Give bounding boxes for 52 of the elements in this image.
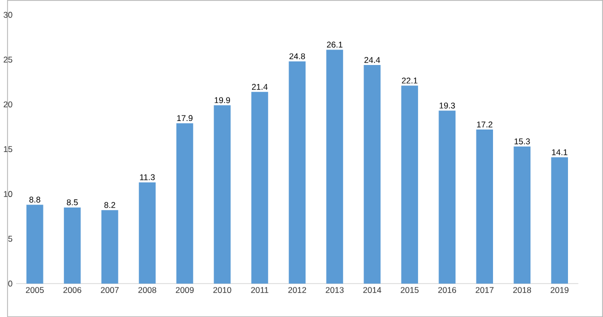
x-tick-label: 2016: [438, 286, 456, 293]
x-tick-label: 2009: [176, 286, 194, 293]
bar: [476, 129, 494, 284]
bar: [251, 92, 268, 284]
x-tick-label: 2019: [550, 286, 568, 293]
x-tick-label: 2014: [363, 286, 382, 293]
bar: [26, 204, 44, 284]
x-tick-label: 2007: [100, 286, 119, 293]
y-tick-label: 5: [8, 236, 12, 242]
bar: [401, 86, 418, 284]
y-tick-label: 15: [4, 146, 12, 152]
data-label: 24.4: [364, 56, 380, 63]
bar: [138, 182, 156, 284]
bar: [288, 61, 306, 284]
data-label: 26.1: [326, 42, 342, 48]
bar: [101, 210, 118, 284]
data-label: 24.8: [289, 53, 305, 60]
data-label: 19.3: [440, 102, 455, 108]
data-label: 14.1: [552, 149, 568, 156]
y-tick-label: 10: [4, 190, 12, 197]
y-tick-label: 20: [4, 101, 12, 108]
bar: [364, 64, 381, 284]
x-tick-label: 2013: [326, 286, 344, 293]
bar: [214, 105, 231, 284]
x-tick-label: 2018: [513, 286, 532, 293]
data-label: 17.9: [177, 115, 192, 121]
bar: [438, 110, 456, 284]
x-tick-label: 2008: [138, 286, 156, 293]
data-label: 15.3: [514, 138, 530, 144]
x-tick-label: 2011: [251, 286, 268, 293]
bar: [64, 207, 81, 284]
x-tick-label: 2015: [400, 286, 419, 293]
y-tick-label: 25: [4, 56, 12, 62]
data-label: 11.3: [140, 174, 155, 180]
x-tick-label: 2017: [476, 286, 494, 293]
data-label: 8.5: [66, 199, 78, 206]
y-tick-label: 0: [8, 280, 12, 286]
bar: [176, 123, 194, 284]
bar: [514, 146, 530, 284]
data-label: 21.4: [252, 84, 268, 90]
bar: [326, 50, 344, 284]
x-tick-label: 2012: [288, 286, 306, 293]
data-label: 8.8: [29, 196, 40, 202]
data-label: 19.9: [214, 97, 230, 104]
x-tick-label: 2005: [26, 286, 44, 293]
data-label: 8.2: [104, 202, 116, 208]
data-label: 22.1: [402, 78, 418, 84]
data-label: 17.2: [477, 121, 492, 128]
x-tick-label: 2010: [213, 286, 232, 293]
y-tick-label: 30: [4, 12, 12, 18]
x-tick-label: 2006: [63, 286, 82, 293]
bar: [551, 157, 568, 284]
